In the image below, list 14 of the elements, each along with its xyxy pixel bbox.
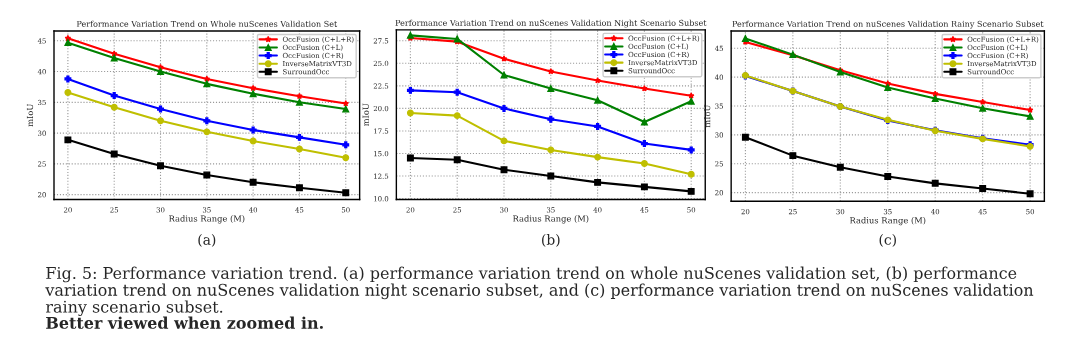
chart-title: Performance Variation Trend on Whole nuScenes Validation Set [76,20,338,27]
y-axis-title: mIoU [704,104,711,128]
x-axis-title: Radius Range (M) [513,215,589,224]
text: (c) [879,234,896,247]
y-axis-title: mIoU [362,103,369,127]
text: Better viewed when zoomed in. [46,316,323,329]
y-axis-title: mIoU [26,104,34,127]
text: (a) [198,234,216,247]
caption: Fig. 5: Performance variation trend. (a) performance variation trend on whole nuScenes validation set, (b) performance variation trend on nuScenes validation night scenario subset, and (c) performance variation trend on nuScenes validation rainy scenario subset. [45,266,1034,317]
chart-title: Performance Variation Trend on nuScenes Validation Night Scenario Subset [395,19,707,28]
x-axis-title: Radius Range (M) [849,216,926,226]
text: (b) [542,234,560,247]
chart-title: Performance Variation Trend on nuScenes Validation Rainy Scenario Subset [732,20,1044,29]
x-axis-title: Radius Range (M) [169,215,245,224]
